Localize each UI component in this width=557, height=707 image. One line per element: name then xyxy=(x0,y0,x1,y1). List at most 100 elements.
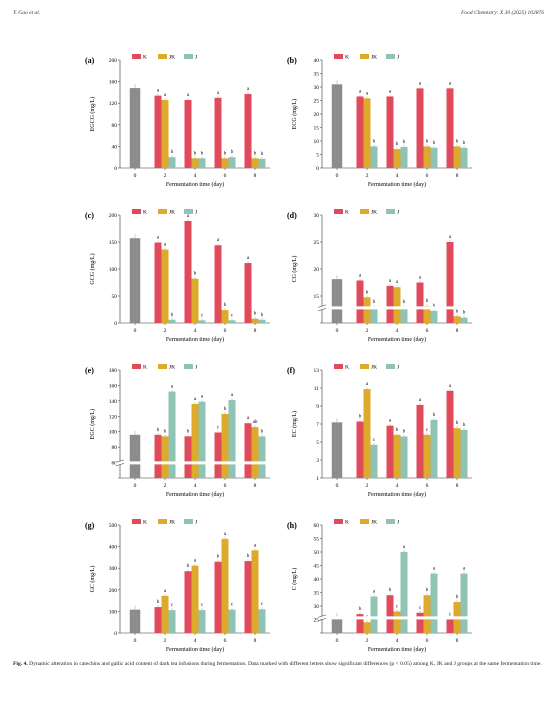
y-tick-label: 13 xyxy=(314,368,320,374)
bar-control xyxy=(129,434,141,478)
significance-letter: b xyxy=(194,151,197,156)
significance-letter: b xyxy=(201,151,204,156)
x-tick-label: 4 xyxy=(194,173,197,179)
y-tick-label: 3 xyxy=(316,458,319,464)
significance-letter: b xyxy=(396,142,399,147)
x-axis-label: Fermentation time (day) xyxy=(368,491,426,498)
significance-letter: a xyxy=(433,567,436,572)
legend-swatch-jk xyxy=(158,519,167,524)
significance-letter: b xyxy=(373,139,376,144)
significance-letter: b xyxy=(433,413,436,418)
legend-swatch-j xyxy=(386,519,395,524)
y-tick-label: 1 xyxy=(316,476,319,482)
legend-label: K xyxy=(143,210,147,216)
chart-panel-e: (e) 60 80 100 120 140 160 180 EGC (mg/L) 0 2 b b a 4 b a… xyxy=(80,360,290,515)
y-tick-label: 25 xyxy=(314,618,320,624)
significance-letter: a xyxy=(419,81,422,86)
y-tick-label: 160 xyxy=(109,383,118,389)
x-tick-label: 0 xyxy=(336,483,339,489)
y-tick-label: 10 xyxy=(314,139,320,145)
bar-jk xyxy=(251,427,259,478)
y-tick-label: 200 xyxy=(109,588,118,594)
significance-letter: a xyxy=(224,532,227,537)
bar-k xyxy=(416,612,424,633)
bar-j xyxy=(198,158,206,168)
bar-jk xyxy=(423,306,431,323)
significance-letter: b xyxy=(224,407,227,412)
x-axis-label: Fermentation time (day) xyxy=(368,336,426,343)
y-tick-label: 20 xyxy=(314,112,320,118)
x-tick-label: 4 xyxy=(396,638,399,644)
x-axis-label: Fermentation time (day) xyxy=(166,491,224,498)
x-tick-label: 2 xyxy=(366,638,369,644)
significance-letter: b xyxy=(194,272,197,277)
x-tick-label: 4 xyxy=(194,638,197,644)
running-header-authors: Y. Gao et al. xyxy=(13,10,41,16)
x-tick-label: 8 xyxy=(254,173,257,179)
bar-jk xyxy=(453,316,461,323)
bar-k xyxy=(184,99,192,168)
bar-j xyxy=(370,444,378,478)
bar-j xyxy=(168,391,176,478)
x-tick-label: 8 xyxy=(456,483,459,489)
legend-label: K xyxy=(143,520,147,526)
bar-jk xyxy=(251,318,259,323)
y-tick-label: 60 xyxy=(112,461,118,467)
x-tick-label: 2 xyxy=(366,173,369,179)
axis-break-band xyxy=(318,616,472,620)
significance-letter: a xyxy=(359,273,362,278)
bar-jk xyxy=(423,595,431,633)
bar-j xyxy=(370,306,378,323)
y-tick-label: 30 xyxy=(314,85,320,91)
y-tick-label: 0 xyxy=(114,321,117,327)
significance-letter: a xyxy=(449,235,452,240)
bar-j xyxy=(460,147,468,168)
y-axis-label: C (mg/L) xyxy=(291,568,298,591)
y-axis-label: EGCG (mg/L) xyxy=(89,97,96,132)
legend-label: K xyxy=(345,520,349,526)
significance-letter: a xyxy=(194,397,197,402)
y-tick-label: 30 xyxy=(314,604,320,610)
significance-letter: a xyxy=(419,398,422,403)
legend-swatch-jk xyxy=(158,209,167,214)
bar-jk xyxy=(423,434,431,478)
chart-panel-d: (d) 15 20 25 30 CG (mg/L) 0 2 a b b 4 a a b 6 a b b 8 a b b Fer… xyxy=(282,205,492,360)
bar-k xyxy=(154,242,162,323)
legend-label: K xyxy=(143,55,147,61)
significance-letter: a xyxy=(157,236,160,241)
bar-j xyxy=(228,609,236,633)
x-tick-label: 0 xyxy=(134,328,137,334)
legend-label: J xyxy=(397,210,400,216)
bar-j xyxy=(168,157,176,168)
significance-letter: c xyxy=(396,604,399,609)
y-tick-label: 0 xyxy=(316,166,319,172)
significance-letter: a xyxy=(366,382,369,387)
y-tick-label: 40 xyxy=(314,58,320,64)
significance-letter: b xyxy=(456,139,459,144)
legend-swatch-jk xyxy=(158,54,167,59)
legend-swatch-k xyxy=(334,519,343,524)
y-tick-label: 100 xyxy=(109,267,118,273)
axis-break-mark xyxy=(115,459,125,463)
panel-label: (a) xyxy=(85,56,95,65)
y-tick-label: 9 xyxy=(316,404,319,410)
significance-letter: b xyxy=(463,141,466,146)
significance-letter: b xyxy=(403,140,406,145)
y-tick-label: 25 xyxy=(314,99,320,105)
axis-break-mark xyxy=(317,308,327,312)
y-tick-label: 40 xyxy=(112,144,118,150)
y-tick-label: 15 xyxy=(314,126,320,132)
legend-swatch-j xyxy=(184,54,193,59)
bar-k xyxy=(386,595,394,633)
bar-jk xyxy=(453,146,461,168)
significance-letter: a xyxy=(247,87,250,92)
bar-k xyxy=(214,432,222,478)
y-tick-label: 55 xyxy=(314,537,320,543)
bar-j xyxy=(258,319,266,323)
significance-letter: b xyxy=(187,564,190,569)
y-tick-label: 140 xyxy=(109,399,118,405)
significance-letter: b xyxy=(456,309,459,314)
bar-k xyxy=(416,282,424,323)
